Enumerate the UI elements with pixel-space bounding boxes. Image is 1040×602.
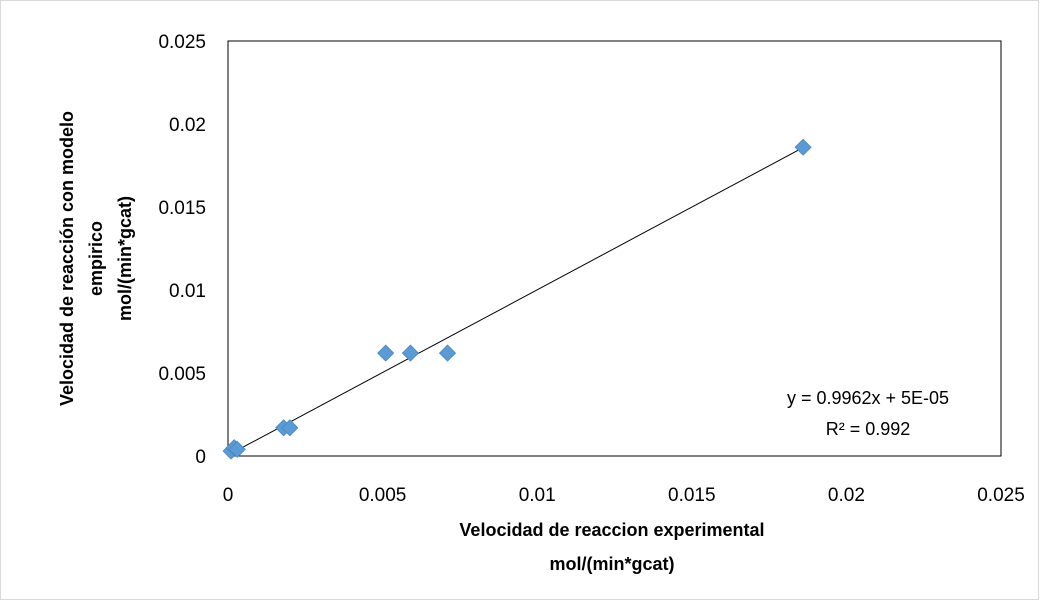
x-tick-label: 0.025 <box>977 485 1025 506</box>
trendline-equation: y = 0.9962x + 5E-05 <box>787 388 949 408</box>
y-tick-label: 0.015 <box>158 198 206 219</box>
y-axis-tick-labels: 0 0.005 0.01 0.015 0.02 0.025 <box>158 32 206 468</box>
x-tick-label: 0 <box>223 485 234 506</box>
y-axis-title-line-1: Velocidad de reacción con modelo <box>57 111 77 406</box>
data-point <box>794 138 812 156</box>
y-tick-label: 0.02 <box>169 115 206 136</box>
trendline-r-squared: R² = 0.992 <box>826 419 911 439</box>
y-tick-label: 0.025 <box>158 32 206 53</box>
x-tick-label: 0.005 <box>359 485 407 506</box>
y-tick-label: 0.01 <box>169 281 206 302</box>
x-tick-label: 0.015 <box>668 485 716 506</box>
y-axis-title-line-2: empirico <box>86 221 106 296</box>
y-tick-label: 0.005 <box>158 364 206 385</box>
x-axis-title-line-1: Velocidad de reaccion experimental <box>459 520 764 540</box>
data-point <box>228 440 246 458</box>
data-point <box>401 344 419 362</box>
data-point <box>438 344 457 362</box>
x-tick-label: 0.02 <box>828 485 865 506</box>
y-axis-title-line-3: mol/(min*gcat) <box>115 196 135 321</box>
data-point <box>377 344 395 362</box>
trendline <box>227 147 804 456</box>
x-axis-title-line-2: mol/(min*gcat) <box>549 554 674 574</box>
x-axis-tick-labels: 0 0.005 0.01 0.015 0.02 0.025 <box>223 485 1025 506</box>
data-point <box>281 419 299 437</box>
data-points <box>222 138 812 460</box>
y-tick-label: 0 <box>195 447 206 468</box>
y-axis-title: Velocidad de reacción con modelo empiric… <box>57 111 135 406</box>
x-tick-label: 0.01 <box>519 485 556 506</box>
plot-area <box>227 40 1002 457</box>
